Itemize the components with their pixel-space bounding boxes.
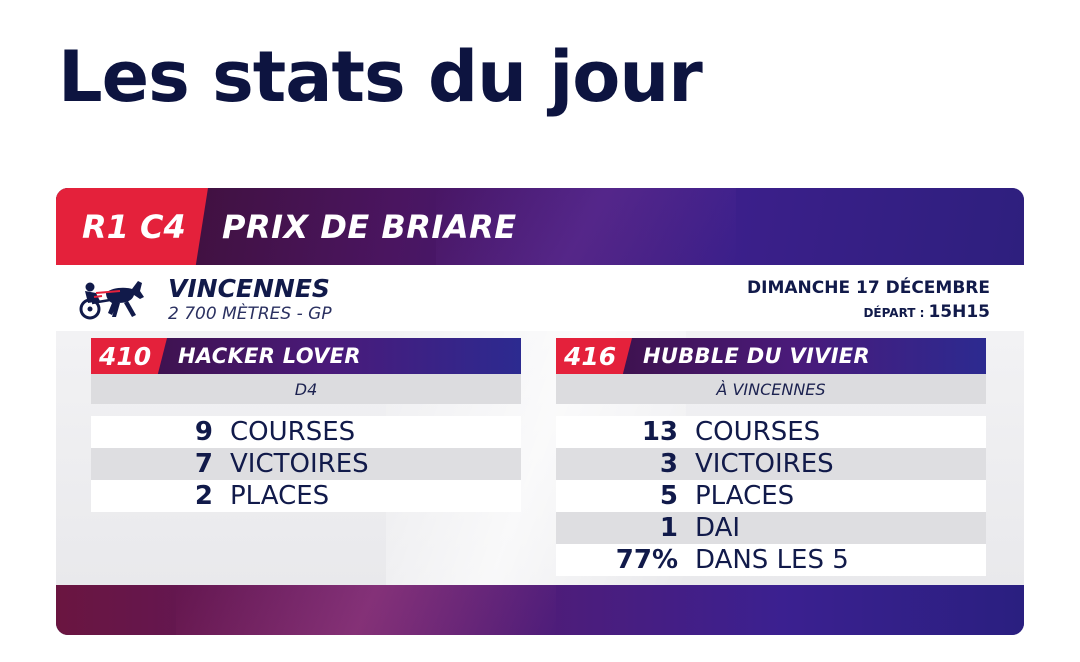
stat-row: 7 VICTOIRES	[91, 448, 521, 480]
race-code-badge: R1 C4	[56, 188, 208, 265]
stat-value: 2	[194, 481, 213, 511]
stat-row: 9 COURSES	[91, 416, 521, 448]
stat-label: VICTOIRES	[230, 449, 369, 479]
header-decoration	[436, 188, 736, 265]
stat-label: PLACES	[230, 481, 330, 511]
venue-name: VINCENNES	[168, 274, 330, 303]
stat-label: DANS LES 5	[695, 545, 849, 575]
stat-label: VICTOIRES	[695, 449, 834, 479]
horse-panel-416: 416 HUBBLE DU VIVIER À VINCENNES 13 COUR…	[556, 338, 986, 576]
stat-value: 1	[659, 513, 678, 543]
stat-value: 13	[641, 417, 678, 447]
stat-row: 13 COURSES	[556, 416, 986, 448]
stat-value: 5	[659, 481, 678, 511]
horse-stats-list: 9 COURSES 7 VICTOIRES 2 PLACES	[91, 416, 521, 512]
horse-header: 416 HUBBLE DU VIVIER	[556, 338, 986, 374]
page-title: Les stats du jour	[58, 36, 703, 118]
stat-label: DAI	[695, 513, 741, 543]
departure-time: DÉPART :15H15	[863, 302, 990, 322]
stat-row: 77% DANS LES 5	[556, 544, 986, 576]
race-info-band: VINCENNES 2 700 MÈTRES - GP DIMANCHE 17 …	[56, 265, 1024, 331]
race-name: PRIX DE BRIARE	[222, 207, 517, 246]
stat-value: 7	[194, 449, 213, 479]
horse-panel-410: 410 HACKER LOVER D4 9 COURSES 7 VICTOIRE…	[91, 338, 521, 512]
stat-value: 3	[659, 449, 678, 479]
race-header: R1 C4 PRIX DE BRIARE	[56, 188, 1024, 265]
stat-label: PLACES	[695, 481, 795, 511]
horse-number-badge: 410	[91, 338, 167, 374]
horse-number-badge: 416	[556, 338, 632, 374]
stat-label: COURSES	[695, 417, 821, 447]
stat-row: 5 PLACES	[556, 480, 986, 512]
stat-value: 9	[194, 417, 213, 447]
race-stats-card: R1 C4 PRIX DE BRIARE VINCENNES 2 700 MÈT…	[56, 188, 1024, 635]
horse-name: HACKER LOVER	[178, 344, 361, 368]
stat-row: 2 PLACES	[91, 480, 521, 512]
horse-header: 410 HACKER LOVER	[91, 338, 521, 374]
stat-value: 77%	[615, 545, 678, 575]
departure-label: DÉPART :	[863, 306, 925, 320]
trotting-horse-sulky-icon	[79, 281, 144, 320]
horse-name: HUBBLE DU VIVIER	[643, 344, 870, 368]
stat-label: COURSES	[230, 417, 356, 447]
departure-value: 15H15	[928, 302, 990, 322]
race-distance: 2 700 MÈTRES - GP	[168, 304, 332, 324]
horses-stats-area: 410 HACKER LOVER D4 9 COURSES 7 VICTOIRE…	[56, 331, 1024, 585]
horse-subtitle: À VINCENNES	[556, 374, 986, 404]
stat-row: 1 DAI	[556, 512, 986, 544]
horse-subtitle: D4	[91, 374, 521, 404]
card-footer	[56, 585, 1024, 635]
footer-decoration	[176, 585, 556, 635]
race-date: DIMANCHE 17 DÉCEMBRE	[747, 278, 990, 298]
horse-stats-list: 13 COURSES 3 VICTOIRES 5 PLACES 1 DAI 77…	[556, 416, 986, 576]
stat-row: 3 VICTOIRES	[556, 448, 986, 480]
